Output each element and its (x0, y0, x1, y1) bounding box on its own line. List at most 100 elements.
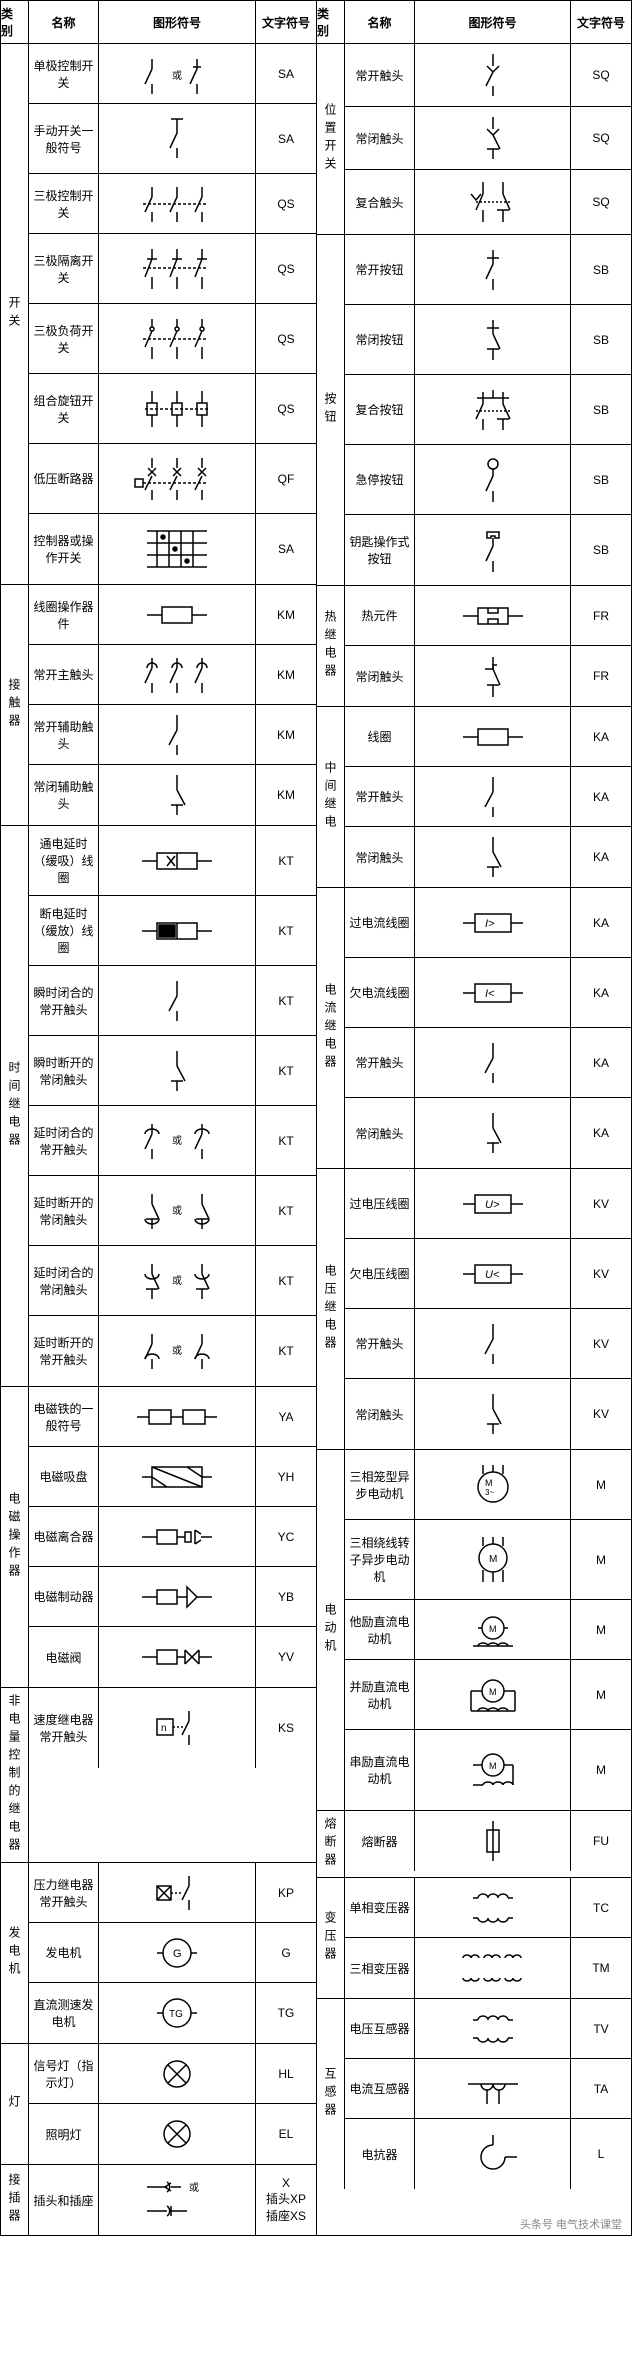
symbol-cell (415, 767, 571, 826)
table-row: 手动开关一般符号SA (29, 104, 316, 174)
code-cell: SQ (571, 44, 631, 106)
symbol-cell: M (415, 1520, 571, 1599)
name-cell: 单极控制开关 (29, 44, 99, 103)
code-cell: KV (571, 1169, 631, 1238)
code-cell: KT (256, 1316, 316, 1386)
code-cell: SQ (571, 170, 631, 234)
code-cell: KV (571, 1239, 631, 1308)
svg-text:M: M (485, 1478, 493, 1488)
code-cell: L (571, 2119, 631, 2189)
code-cell: KA (571, 767, 631, 826)
group-rows: 三相笼型异步电动机M3~M三相绕线转子异步电动机MM他励直流电动机MM并励直流电… (345, 1450, 631, 1810)
name-cell: 三极隔离开关 (29, 234, 99, 303)
code-cell: SA (256, 104, 316, 173)
table-row: 常闭按钮SB (345, 305, 631, 375)
symbol-cell (415, 515, 571, 585)
name-cell: 常开触头 (345, 1028, 415, 1097)
name-cell: 常开触头 (345, 1309, 415, 1378)
hdr-code: 文字符号 (256, 1, 316, 43)
left-half: 类别 名称 图形符号 文字符号 开关单极控制开关或SA手动开关一般符号SA三极控… (1, 1, 316, 2235)
table-row: 三相变压器TM (345, 1938, 631, 1998)
code-cell: YV (256, 1627, 316, 1687)
category-group: 灯信号灯（指示灯）HL照明灯EL (1, 2044, 316, 2165)
svg-text:或: 或 (172, 1345, 182, 1357)
name-cell: 三相绕线转子异步电动机 (345, 1520, 415, 1599)
name-cell: 常闭辅助触头 (29, 765, 99, 825)
category-cell: 灯 (1, 2044, 29, 2164)
name-cell: 常闭触头 (345, 646, 415, 706)
group-rows: 常开按钮SB常闭按钮SB复合按钮SB急停按钮SB钥匙操作式按钮SB (345, 235, 631, 585)
category-cell: 热继电器 (317, 586, 345, 706)
code-cell: YA (256, 1387, 316, 1446)
name-cell: 组合旋钮开关 (29, 374, 99, 443)
symbol-cell (415, 1999, 571, 2058)
table-row: 三极控制开关QS (29, 174, 316, 234)
header-row-left: 类别 名称 图形符号 文字符号 (1, 1, 316, 44)
name-cell: 延时闭合的常闭触头 (29, 1246, 99, 1315)
name-cell: 瞬时闭合的常开触头 (29, 966, 99, 1035)
symbol-cell (415, 2059, 571, 2118)
name-cell: 常闭触头 (345, 1098, 415, 1168)
table-row: 常开触头KV (345, 1309, 631, 1379)
code-cell: HL (256, 2044, 316, 2103)
symbol-cell (99, 826, 256, 895)
table-row: 常闭触头SQ (345, 107, 631, 170)
category-group: 电压继电器过电压线圈U>KV欠电压线圈U<KV常开触头KV常闭触头KV (317, 1169, 631, 1450)
table-row: 熔断器FU (345, 1811, 631, 1871)
table-row: 常闭触头KA (345, 827, 631, 887)
symbol-cell (415, 170, 571, 234)
symbol-cell (99, 966, 256, 1035)
name-cell: 压力继电器常开触头 (29, 1863, 99, 1922)
category-cell: 非电量控制的继电器 (1, 1688, 29, 1862)
code-cell: M (571, 1730, 631, 1810)
category-cell: 电压继电器 (317, 1169, 345, 1449)
category-cell: 发电机 (1, 1863, 29, 2043)
table-row: 信号灯（指示灯）HL (29, 2044, 316, 2104)
symbol-cell (99, 705, 256, 764)
name-cell: 单相变压器 (345, 1878, 415, 1937)
symbol-cell (415, 586, 571, 645)
hdr-symbol: 图形符号 (415, 1, 571, 43)
name-cell: 延时断开的常开触头 (29, 1316, 99, 1386)
code-cell: QS (256, 374, 316, 443)
category-group: 电流继电器过电流线圈I>KA欠电流线圈I<KA常开触头KA常闭触头KA (317, 888, 631, 1169)
svg-text:G: G (173, 1948, 182, 1960)
symbol-cell (99, 1863, 256, 1922)
table-row: 直流测速发电机TGTG (29, 1983, 316, 2043)
symbol-cell (99, 2044, 256, 2103)
group-rows: 压力继电器常开触头KP发电机GG直流测速发电机TGTG (29, 1863, 316, 2043)
symbol-cell (415, 1309, 571, 1378)
category-cell: 熔断器 (317, 1811, 345, 1877)
code-cell: KA (571, 1098, 631, 1168)
header-row-right: 类别 名称 图形符号 文字符号 (317, 1, 631, 44)
symbol-cell (415, 305, 571, 374)
category-group: 电磁操作器电磁铁的一般符号YA电磁吸盘YH电磁离合器YC电磁制动器YB电磁阀YV (1, 1387, 316, 1688)
category-cell: 按钮 (317, 235, 345, 585)
table-row: 照明灯EL (29, 2104, 316, 2164)
table-row: 常闭触头 KA (345, 1098, 631, 1168)
code-cell: SA (256, 514, 316, 584)
table-row: 压力继电器常开触头KP (29, 1863, 316, 1923)
table-row: 过电流线圈I>KA (345, 888, 631, 958)
code-cell: KT (256, 826, 316, 895)
name-cell: 热元件 (345, 586, 415, 645)
name-cell: 电压互感器 (345, 1999, 415, 2058)
hdr-category: 类别 (1, 1, 29, 43)
symbol-cell: M3~ (415, 1450, 571, 1519)
code-cell: TA (571, 2059, 631, 2118)
symbol-cell: U> (415, 1169, 571, 1238)
svg-text:或: 或 (172, 1275, 182, 1287)
category-group: 热继电器热元件FR常闭触头FR (317, 586, 631, 707)
name-cell: 通电延时（缓吸）线圈 (29, 826, 99, 895)
group-rows: 速度继电器常开触头nKS (29, 1688, 316, 1862)
group-rows: 单极控制开关或SA手动开关一般符号SA三极控制开关QS三极隔离开关QS三极负荷开… (29, 44, 316, 584)
watermark: 头条号 电气技术课堂 (0, 2216, 632, 2232)
category-cell: 位置开关 (317, 44, 345, 234)
symbol-cell (415, 1811, 571, 1871)
table-row: 控制器或操作开关SA (29, 514, 316, 584)
svg-text:或: 或 (189, 2182, 199, 2194)
name-cell: 直流测速发电机 (29, 1983, 99, 2043)
code-cell: KA (571, 827, 631, 887)
category-group: 非电量控制的继电器速度继电器常开触头nKS (1, 1688, 316, 1863)
code-cell: QS (256, 304, 316, 373)
